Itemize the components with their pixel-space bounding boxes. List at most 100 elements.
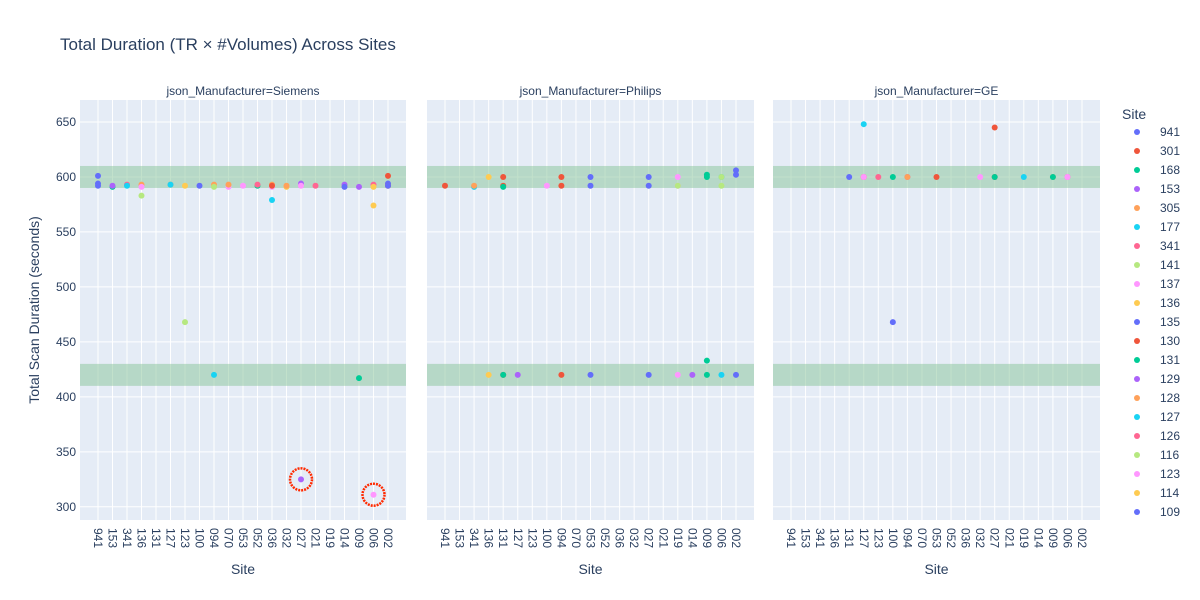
data-point — [167, 181, 174, 188]
legend-marker — [1134, 452, 1140, 458]
highlight-circle — [361, 482, 386, 507]
legend-marker — [1134, 186, 1140, 192]
data-point — [674, 371, 681, 378]
legend-label: 109 — [1160, 505, 1180, 519]
data-point — [558, 371, 565, 378]
legend-marker — [1134, 148, 1140, 154]
x-tick-label: 014 — [338, 528, 352, 548]
legend-label: 127 — [1160, 410, 1180, 424]
x-tick-label: 100 — [193, 528, 207, 548]
x-tick-label: 032 — [627, 528, 641, 548]
legend-marker — [1134, 509, 1140, 515]
y-axis-title: Total Scan Duration (seconds) — [26, 216, 42, 404]
data-point — [95, 182, 101, 189]
data-point — [733, 167, 739, 174]
legend-label: 341 — [1160, 239, 1180, 253]
x-tick-label: 027 — [294, 528, 308, 548]
x-tick-label: 123 — [871, 528, 885, 548]
data-point — [703, 357, 710, 364]
legend-label: 301 — [1160, 144, 1180, 158]
data-point — [933, 173, 940, 180]
x-tick-label: 019 — [671, 528, 685, 548]
legend-marker — [1134, 414, 1140, 420]
data-point — [225, 181, 232, 188]
x-tick-label: 053 — [584, 528, 598, 548]
data-point — [587, 371, 594, 378]
legend-label: 305 — [1160, 201, 1180, 215]
data-point — [558, 173, 565, 180]
x-tick-label: 021 — [309, 528, 323, 548]
x-tick-label: 009 — [352, 528, 366, 548]
data-point — [269, 197, 275, 204]
legend-marker — [1134, 300, 1140, 306]
data-point — [254, 181, 261, 188]
data-point — [1049, 173, 1056, 180]
x-tick-label: 006 — [1060, 528, 1074, 548]
y-tick-label: 500 — [56, 280, 76, 294]
legend-marker — [1134, 243, 1140, 249]
reference-band — [773, 363, 1100, 386]
x-tick-label: 127 — [857, 528, 871, 548]
data-point — [385, 172, 391, 179]
legend-marker — [1134, 490, 1140, 496]
legend-marker — [1134, 319, 1140, 325]
data-point — [370, 202, 377, 209]
data-point — [645, 182, 652, 189]
x-tick-label: 341 — [120, 528, 134, 548]
data-point — [385, 182, 391, 189]
facet-panel: json_Manufacturer=Philips 941 153 341 136 131… — [427, 84, 754, 577]
x-tick-label: 100 — [540, 528, 554, 548]
x-tick-label: 941 — [784, 528, 798, 548]
legend-marker — [1134, 338, 1140, 344]
legend-marker — [1134, 471, 1140, 477]
x-tick-label: 070 — [569, 528, 583, 548]
data-point — [889, 319, 896, 326]
legend-label: 141 — [1160, 258, 1180, 272]
legend-label: 177 — [1160, 220, 1180, 234]
legend-marker — [1134, 357, 1140, 363]
x-tick-label: 341 — [813, 528, 827, 548]
legend-marker — [1134, 224, 1140, 230]
data-point — [138, 183, 145, 190]
data-point — [341, 183, 348, 190]
x-tick-label: 002 — [381, 528, 395, 548]
facet-panel: json_Manufacturer=GE 941 153 341 136 131 127 12… — [773, 84, 1100, 577]
reference-band — [80, 165, 406, 188]
x-tick-label: 006 — [367, 528, 381, 548]
legend-label: 123 — [1160, 467, 1180, 481]
y-tick-label: 450 — [56, 335, 76, 349]
data-point — [587, 182, 594, 189]
x-tick-label: 153 — [453, 528, 467, 548]
x-tick-label: 094 — [207, 528, 221, 548]
data-point — [356, 183, 362, 190]
data-point — [718, 173, 725, 180]
x-tick-label: 131 — [149, 528, 163, 548]
x-tick-label: 052 — [251, 528, 265, 548]
legend-marker — [1134, 205, 1140, 211]
legend: Site 941 301 168 153 305 177 341 141 137 136 135 13… — [1122, 106, 1180, 519]
data-point — [485, 371, 492, 378]
data-point — [674, 173, 681, 180]
data-point — [875, 173, 882, 180]
data-point — [124, 182, 130, 189]
data-point — [733, 171, 739, 178]
data-point — [558, 182, 565, 189]
data-point — [485, 173, 492, 180]
facet-panels: json_Manufacturer=Siemens 300 350 400 450 500… — [56, 84, 1100, 577]
x-tick-label: 019 — [323, 528, 337, 548]
legend-label: 128 — [1160, 391, 1180, 405]
x-tick-label: 036 — [265, 528, 279, 548]
x-tick-label: 941 — [438, 528, 452, 548]
x-tick-label: 009 — [700, 528, 714, 548]
y-tick-label: 350 — [56, 445, 76, 459]
data-point — [889, 173, 896, 180]
x-tick-label: 053 — [236, 528, 250, 548]
data-point — [370, 183, 377, 190]
legend-label: 168 — [1160, 163, 1180, 177]
data-point — [718, 182, 725, 189]
legend-label: 126 — [1160, 429, 1180, 443]
data-point — [860, 173, 867, 180]
x-tick-label: 014 — [1031, 528, 1045, 548]
x-tick-label: 153 — [106, 528, 120, 548]
